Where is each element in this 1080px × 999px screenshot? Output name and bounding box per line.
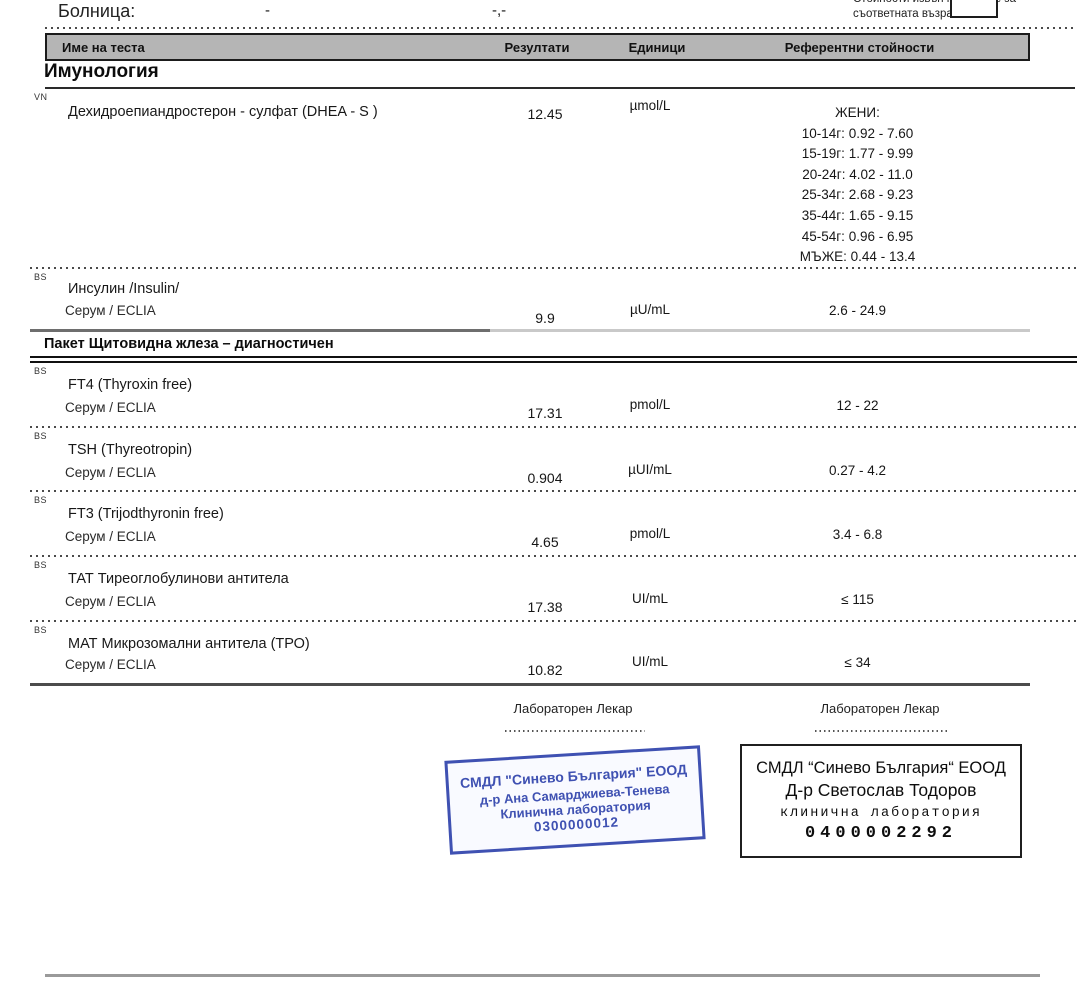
test-result: 10.82	[527, 662, 563, 678]
test-result: 17.31	[527, 405, 563, 421]
test-method: Серум / ECLIA	[65, 465, 156, 480]
reference-line: 25-34г: 2.68 - 9.23	[801, 187, 914, 203]
stamp-company-name: СМДЛ “Синево България“ ЕООД	[756, 759, 1006, 777]
col-header-test-name: Име на теста	[62, 40, 145, 55]
stamp-doctor-name: Д-р Светослав Тодоров	[785, 780, 977, 800]
test-result: 4.65	[531, 534, 559, 550]
lab-stamp-blue: СМДЛ "Синево България" ЕООД д-р Ана Сама…	[444, 745, 706, 855]
row-flag: BS	[34, 495, 48, 505]
signature-line-left	[505, 730, 645, 732]
reference-line: ЖЕНИ:	[835, 105, 880, 120]
test-result: 9.9	[535, 310, 555, 326]
lab-stamp-black: СМДЛ “Синево България“ ЕООД Д-р Светосла…	[740, 744, 1022, 858]
test-name: ТАТ Тиреоглобулинови антитела	[68, 571, 289, 587]
row-flag: BS	[34, 560, 48, 570]
test-method: Серум / ECLIA	[65, 657, 156, 672]
divider-dotted	[45, 27, 1075, 29]
abnormal-values-note: Стойности извън границите за съответната…	[853, 0, 1043, 22]
test-reference: ≤ 115	[841, 592, 874, 607]
lab-doctor-label-left: Лабораторен Лекар	[513, 701, 633, 716]
divider-dotted	[30, 267, 1077, 269]
hospital-value-1: -	[265, 2, 270, 19]
test-units: µUI/mL	[628, 462, 672, 477]
page-bottom-rule	[45, 974, 1040, 977]
table-header-bar: Име на теста Резултати Единици Референтн…	[45, 33, 1030, 61]
row-flag: VN	[34, 92, 48, 102]
row-flag: BS	[34, 366, 48, 376]
stamp-lab-type: клинична лаборатория	[779, 806, 983, 821]
divider-double	[30, 356, 1077, 363]
divider-partial-dark	[30, 329, 490, 332]
col-header-result: Резултати	[504, 40, 570, 55]
divider-partial-light	[490, 329, 1030, 332]
row-flag: BS	[34, 625, 48, 635]
divider-dotted	[30, 555, 1077, 557]
reference-line: 35-44г: 1.65 - 9.15	[801, 207, 914, 223]
test-units: UI/mL	[631, 591, 668, 606]
test-reference: 3.4 - 6.8	[832, 527, 883, 542]
abnormal-flag-box	[950, 0, 998, 18]
test-units: µmol/L	[629, 98, 671, 113]
test-name: Дехидроепиандростерон - сулфат (DHEA - S…	[68, 104, 378, 120]
test-method: Серум / ECLIA	[65, 594, 156, 609]
reference-line: 15-19г: 1.77 - 9.99	[801, 146, 914, 162]
section-title-thyroid-package: Пакет Щитовидна жлеза – диагностичен	[44, 336, 334, 352]
reference-line: МЪЖЕ: 0.44 - 13.4	[799, 249, 916, 265]
abnormal-values-note-line2: съответната възраст и пол	[853, 8, 996, 20]
test-result: 12.45	[527, 106, 563, 122]
test-method: Серум / ECLIA	[65, 400, 156, 415]
hospital-value-2: -,-	[492, 2, 507, 19]
abnormal-values-note-line1: Стойности извън границите за	[853, 0, 1043, 7]
divider-dotted	[30, 620, 1077, 622]
test-method: Серум / ECLIA	[65, 303, 156, 318]
test-units: µU/mL	[629, 302, 671, 317]
divider-thick	[30, 683, 1030, 686]
row-flag: BS	[34, 272, 48, 282]
test-units: pmol/L	[629, 397, 671, 412]
test-name: TSH (Thyreotropin)	[68, 442, 193, 458]
test-name: FT3 (Trijodthyronin free)	[68, 506, 224, 522]
divider-solid	[45, 87, 1075, 89]
divider-dotted	[30, 426, 1077, 428]
signature-line-right	[815, 730, 950, 732]
test-reference: 12 - 22	[836, 398, 879, 413]
hospital-label: Болница:	[58, 1, 136, 21]
test-method: Серум / ECLIA	[65, 529, 156, 544]
test-name: МАТ Микрозомални антитела (ТРО)	[68, 636, 310, 652]
test-units: UI/mL	[631, 654, 668, 669]
row-flag: BS	[34, 431, 48, 441]
test-reference-list: ЖЕНИ: 10-14г: 0.92 - 7.60 15-19г: 1.77 -…	[745, 103, 970, 268]
test-result: 17.38	[527, 599, 563, 615]
reference-line: 10-14г: 0.92 - 7.60	[801, 125, 914, 141]
test-name: FT4 (Thyroxin free)	[68, 377, 193, 393]
test-reference: 2.6 - 24.9	[828, 303, 887, 318]
test-name: Инсулин /Insulin/	[68, 281, 180, 297]
col-header-reference: Референтни стойности	[784, 40, 935, 55]
reference-line: 20-24г: 4.02 - 11.0	[802, 166, 913, 182]
test-result: 0.904	[527, 470, 563, 486]
test-reference: 0.27 - 4.2	[828, 463, 887, 478]
test-reference: ≤ 34	[844, 655, 871, 670]
col-header-units: Единици	[628, 40, 686, 55]
divider-dotted	[30, 490, 1077, 492]
lab-doctor-label-right: Лабораторен Лекар	[820, 701, 940, 716]
section-title-immunology: Имунология	[44, 61, 159, 82]
stamp-number: 0400002292	[804, 824, 958, 843]
test-units: pmol/L	[629, 526, 671, 541]
reference-line: 45-54г: 0.96 - 6.95	[801, 228, 914, 244]
